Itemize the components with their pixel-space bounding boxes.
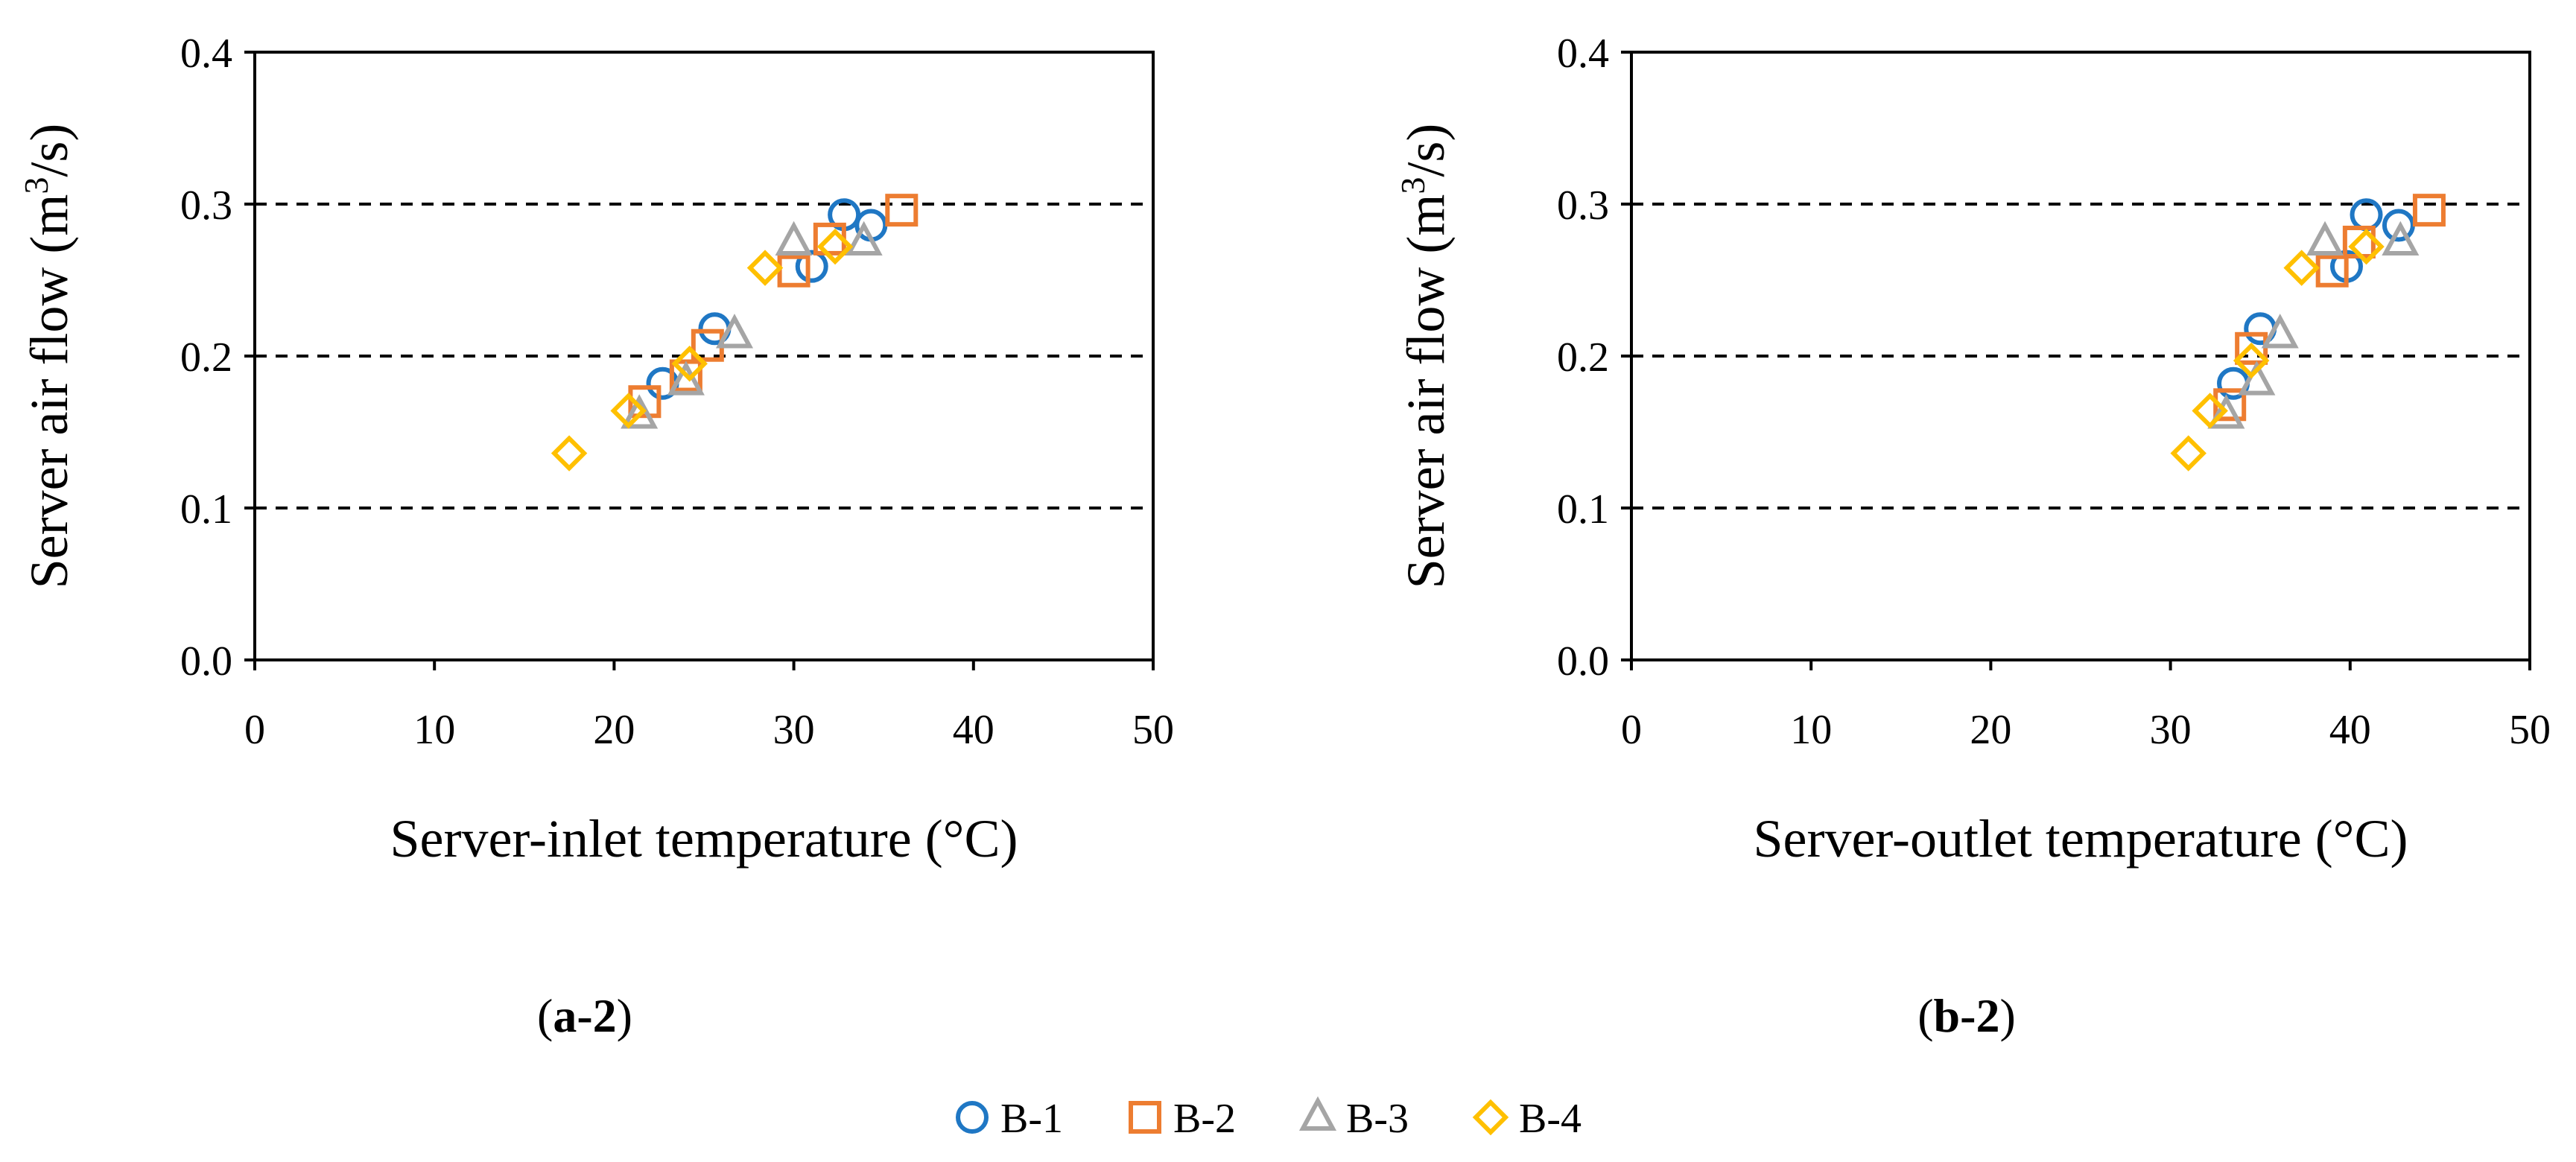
- data-point-B-1: [795, 250, 828, 283]
- data-point-B-3: [2261, 314, 2299, 349]
- x-axis-label: Server-inlet temperature (°C): [390, 809, 1018, 869]
- data-point-B-4: [551, 435, 588, 472]
- x-tick-label: 30: [773, 707, 815, 753]
- legend-marker-B-2: [1129, 1101, 1161, 1134]
- x-axis-label: Server-outlet temperature (°C): [1754, 809, 2408, 869]
- y-axis-label: Server air flow (m3/s): [17, 124, 79, 589]
- data-point-B-3: [2382, 220, 2420, 255]
- data-point-B-2: [777, 254, 810, 288]
- panel-label: (b-2): [1917, 989, 2016, 1042]
- legend-marker-B-1: [956, 1101, 989, 1134]
- data-point-B-3: [621, 394, 659, 429]
- y-tick-label: 0.2: [1557, 334, 1609, 381]
- data-point-B-4: [2170, 435, 2207, 472]
- y-tick-label: 0.4: [180, 31, 232, 77]
- data-point-B-1: [2382, 209, 2415, 242]
- y-tick-label: 0.3: [180, 182, 232, 229]
- legend-label: B-4: [1519, 1096, 1582, 1142]
- y-tick-label: 0.0: [1557, 638, 1609, 685]
- data-point-B-2: [2235, 331, 2268, 365]
- legend-marker-B-3: [1298, 1096, 1337, 1131]
- legend-label: B-1: [1000, 1096, 1063, 1142]
- series-B-3: [2207, 220, 2420, 429]
- x-tick-label: 20: [1970, 707, 2011, 753]
- data-point-B-3: [2238, 361, 2276, 396]
- data-point-B-3: [2207, 394, 2245, 429]
- chart-panel-b-2: 0.0 0.1 0.2 0.3 0.4 0 10 20 30 40 50 Server air flo…: [1394, 31, 2551, 1042]
- x-tick-label: 10: [1790, 707, 1832, 753]
- legend-label: B-2: [1173, 1096, 1236, 1142]
- legend-item-B-3: B-3: [1298, 1096, 1409, 1142]
- data-point-B-2: [2412, 194, 2446, 227]
- x-tick-label: 10: [413, 707, 455, 753]
- data-point-B-4: [2348, 228, 2385, 265]
- data-point-B-2: [2213, 388, 2247, 422]
- data-point-B-3: [667, 361, 705, 396]
- data-point-B-2: [628, 385, 662, 419]
- legend-item-B-4: B-4: [1472, 1096, 1582, 1142]
- series-B-4: [2170, 228, 2385, 472]
- legend-marker-B-4: [1472, 1099, 1509, 1136]
- data-point-B-4: [2233, 342, 2270, 379]
- y-tick-label: 0.1: [180, 486, 232, 533]
- data-point-B-4: [816, 228, 854, 265]
- legend-item-B-2: B-2: [1129, 1096, 1236, 1142]
- x-tick-label: 30: [2150, 707, 2192, 753]
- series-B-4: [551, 228, 854, 472]
- data-point-B-3: [845, 220, 883, 255]
- series-B-3: [621, 220, 883, 429]
- x-tick-label: 50: [1132, 707, 1174, 753]
- legend: B-1 B-2 B-3 B-4: [956, 1096, 1582, 1142]
- y-tick-label: 0.1: [1557, 486, 1609, 533]
- legend-label: B-3: [1346, 1096, 1409, 1142]
- data-point-B-3: [715, 314, 754, 349]
- y-tick-label: 0.2: [180, 334, 232, 381]
- legend-item-B-1: B-1: [956, 1096, 1063, 1142]
- data-point-B-4: [2192, 393, 2228, 429]
- data-point-B-3: [775, 220, 813, 255]
- panel-label: (a-2): [537, 989, 632, 1042]
- data-point-B-2: [885, 194, 919, 227]
- y-axis-label: Server air flow (m3/s): [1394, 124, 1456, 589]
- data-point-B-4: [746, 250, 784, 286]
- y-tick-label: 0.3: [1557, 182, 1609, 229]
- data-point-B-4: [610, 393, 647, 429]
- series-B-2: [628, 194, 919, 419]
- x-tick-label: 40: [2329, 707, 2371, 753]
- data-point-B-2: [2315, 254, 2349, 288]
- x-tick-label: 0: [244, 707, 265, 753]
- x-tick-label: 40: [953, 707, 994, 753]
- x-tick-label: 0: [1621, 707, 1642, 753]
- data-point-B-4: [2283, 250, 2320, 286]
- x-tick-label: 20: [593, 707, 635, 753]
- data-point-B-3: [2306, 220, 2344, 255]
- y-tick-label: 0.4: [1557, 31, 1609, 77]
- y-tick-label: 0.0: [180, 638, 232, 685]
- chart-panel-a-2: 0.0 0.1 0.2 0.3 0.4 0 10 20 30 40 50 Server air flo…: [17, 31, 1174, 1042]
- series-B-1: [2217, 198, 2415, 400]
- x-tick-label: 50: [2509, 707, 2551, 753]
- data-point-B-4: [671, 345, 708, 382]
